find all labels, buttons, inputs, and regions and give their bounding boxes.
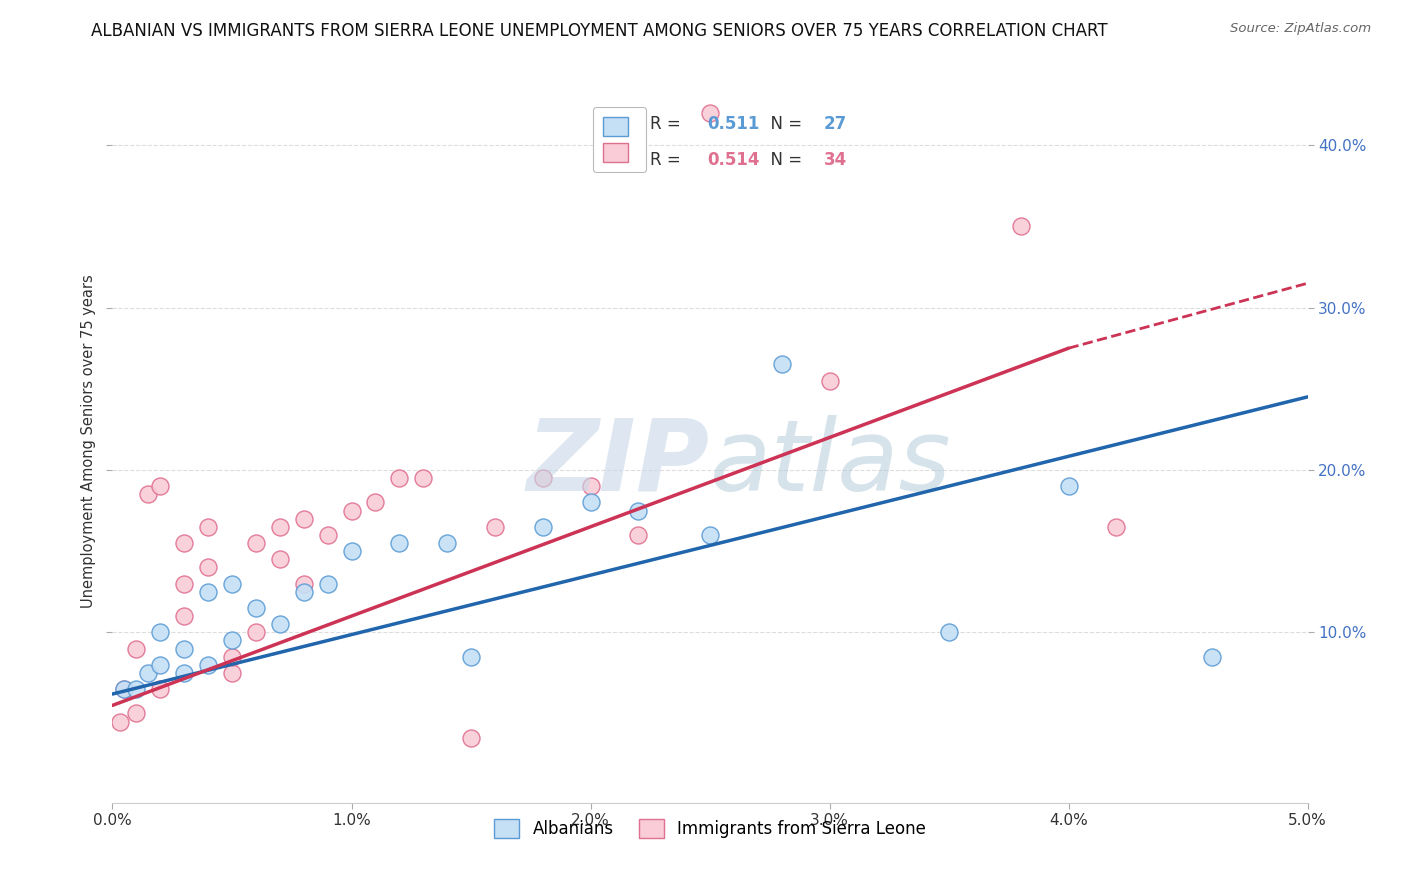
Point (114, 682, 135, 697)
Point (316, 576, 339, 591)
Text: 34: 34 (824, 151, 846, 169)
Point (269, 520, 291, 534)
Text: ZIP: ZIP (527, 415, 710, 512)
Point (221, 633, 243, 648)
Point (114, 682, 135, 697)
Point (316, 528, 339, 542)
Point (245, 625, 267, 640)
Point (149, 625, 172, 640)
Point (531, 471, 554, 485)
Point (770, 358, 793, 372)
Point (699, 105, 721, 120)
Point (173, 641, 195, 656)
Point (221, 665, 243, 680)
Point (149, 657, 172, 672)
Point (197, 560, 219, 574)
Point (269, 617, 291, 632)
Point (108, 714, 131, 729)
Point (269, 552, 291, 566)
Point (138, 487, 160, 501)
Point (484, 520, 506, 534)
Point (460, 649, 482, 664)
Point (412, 471, 434, 485)
Point (173, 536, 195, 550)
Text: R =: R = (651, 115, 686, 133)
Point (531, 520, 554, 534)
Point (173, 665, 195, 680)
Point (221, 649, 243, 664)
Text: R =: R = (651, 151, 686, 169)
Point (699, 528, 721, 542)
Point (149, 479, 172, 493)
Point (245, 601, 267, 615)
Text: N =: N = (761, 151, 807, 169)
Point (1201, 649, 1223, 664)
Point (197, 657, 219, 672)
Point (1105, 520, 1128, 534)
Text: atlas: atlas (710, 415, 952, 512)
Point (388, 471, 411, 485)
Text: Source: ZipAtlas.com: Source: ZipAtlas.com (1230, 22, 1371, 36)
Point (388, 536, 411, 550)
Point (125, 682, 148, 697)
Point (579, 479, 602, 493)
Text: 27: 27 (824, 115, 846, 133)
Point (364, 495, 387, 509)
Point (173, 576, 195, 591)
Point (340, 544, 363, 558)
Point (292, 511, 315, 525)
Point (627, 503, 650, 517)
Point (197, 584, 219, 599)
Point (460, 731, 482, 745)
Point (436, 536, 458, 550)
Point (125, 706, 148, 721)
Text: ALBANIAN VS IMMIGRANTS FROM SIERRA LEONE UNEMPLOYMENT AMONG SENIORS OVER 75 YEAR: ALBANIAN VS IMMIGRANTS FROM SIERRA LEONE… (91, 22, 1108, 40)
Point (1010, 219, 1032, 234)
Y-axis label: Unemployment Among Seniors over 75 years: Unemployment Among Seniors over 75 years (80, 275, 96, 608)
Point (1057, 479, 1080, 493)
Point (938, 625, 960, 640)
Point (292, 576, 315, 591)
Legend: Albanians, Immigrants from Sierra Leone: Albanians, Immigrants from Sierra Leone (488, 813, 932, 845)
Point (125, 641, 148, 656)
Point (292, 584, 315, 599)
Point (340, 503, 363, 517)
Text: N =: N = (761, 115, 807, 133)
Point (221, 576, 243, 591)
Point (197, 520, 219, 534)
Point (579, 495, 602, 509)
Point (818, 374, 841, 388)
Text: 0.514: 0.514 (707, 151, 761, 169)
Point (173, 609, 195, 624)
Text: 0.511: 0.511 (707, 115, 761, 133)
Point (149, 682, 172, 697)
Point (245, 536, 267, 550)
Point (138, 665, 160, 680)
Point (627, 528, 650, 542)
